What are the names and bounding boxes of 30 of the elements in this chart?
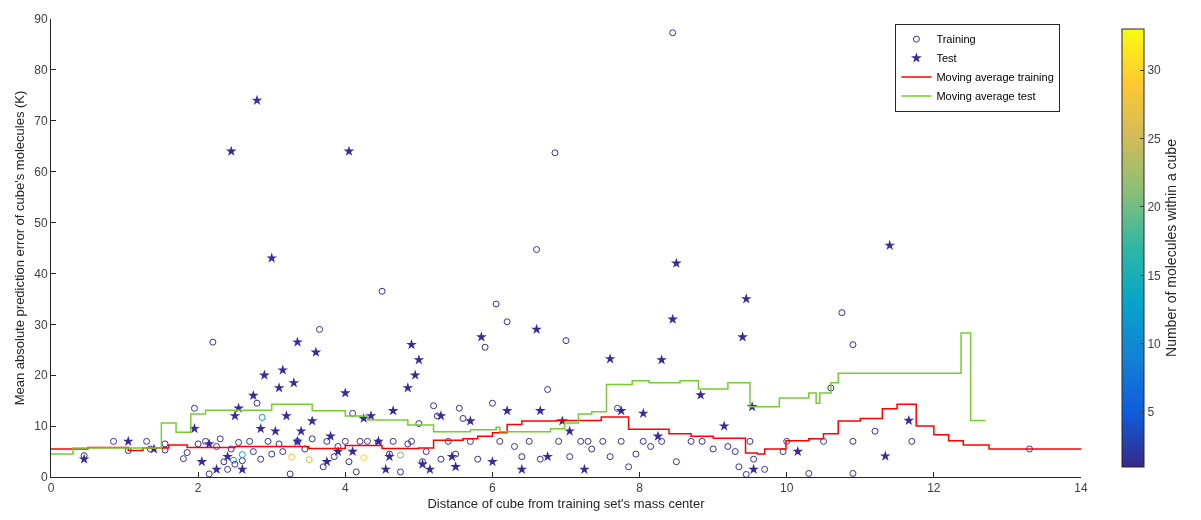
y-tick-label: 20	[34, 368, 48, 383]
y-tick-label: 0	[40, 470, 48, 485]
y-tick-label: 90	[34, 12, 48, 27]
x-tick-label: 14	[1074, 481, 1088, 496]
x-tick-label: 6	[489, 481, 497, 496]
legend-label: Moving average test	[936, 90, 1036, 103]
color-bar-label: 15	[1147, 268, 1162, 283]
color-bar-label: 25	[1147, 131, 1162, 146]
y-tick-label: 70	[34, 113, 48, 128]
legend-label: Training	[936, 33, 976, 46]
y-tick-label: 50	[34, 215, 48, 230]
x-tick-label: 4	[341, 481, 349, 496]
y-axis-title: Mean absolute prediction error of cube's molecules (K)	[12, 90, 28, 406]
color-bar-label: 10	[1147, 337, 1162, 352]
x-tick-label: 2	[194, 481, 202, 496]
color-bar-label: 5	[1147, 405, 1155, 420]
y-tick-label: 10	[34, 419, 48, 434]
x-tick-label: 12	[927, 481, 941, 496]
legend-label: Moving average training	[936, 71, 1054, 84]
y-tick-label: 60	[34, 164, 48, 179]
y-tick-label: 40	[34, 266, 48, 281]
x-tick-label: 8	[636, 481, 644, 496]
color-bar-title: Number of molecules within a cube	[1163, 138, 1180, 357]
x-tick-label: 10	[780, 481, 794, 496]
color-bar-label: 30	[1147, 63, 1162, 78]
y-tick-label: 80	[34, 63, 48, 78]
x-axis-title: Distance of cube from training set's mass center	[427, 496, 706, 511]
y-tick-label: 30	[34, 317, 48, 332]
legend-label: Test	[936, 52, 957, 65]
color-bar-label: 20	[1147, 200, 1162, 215]
